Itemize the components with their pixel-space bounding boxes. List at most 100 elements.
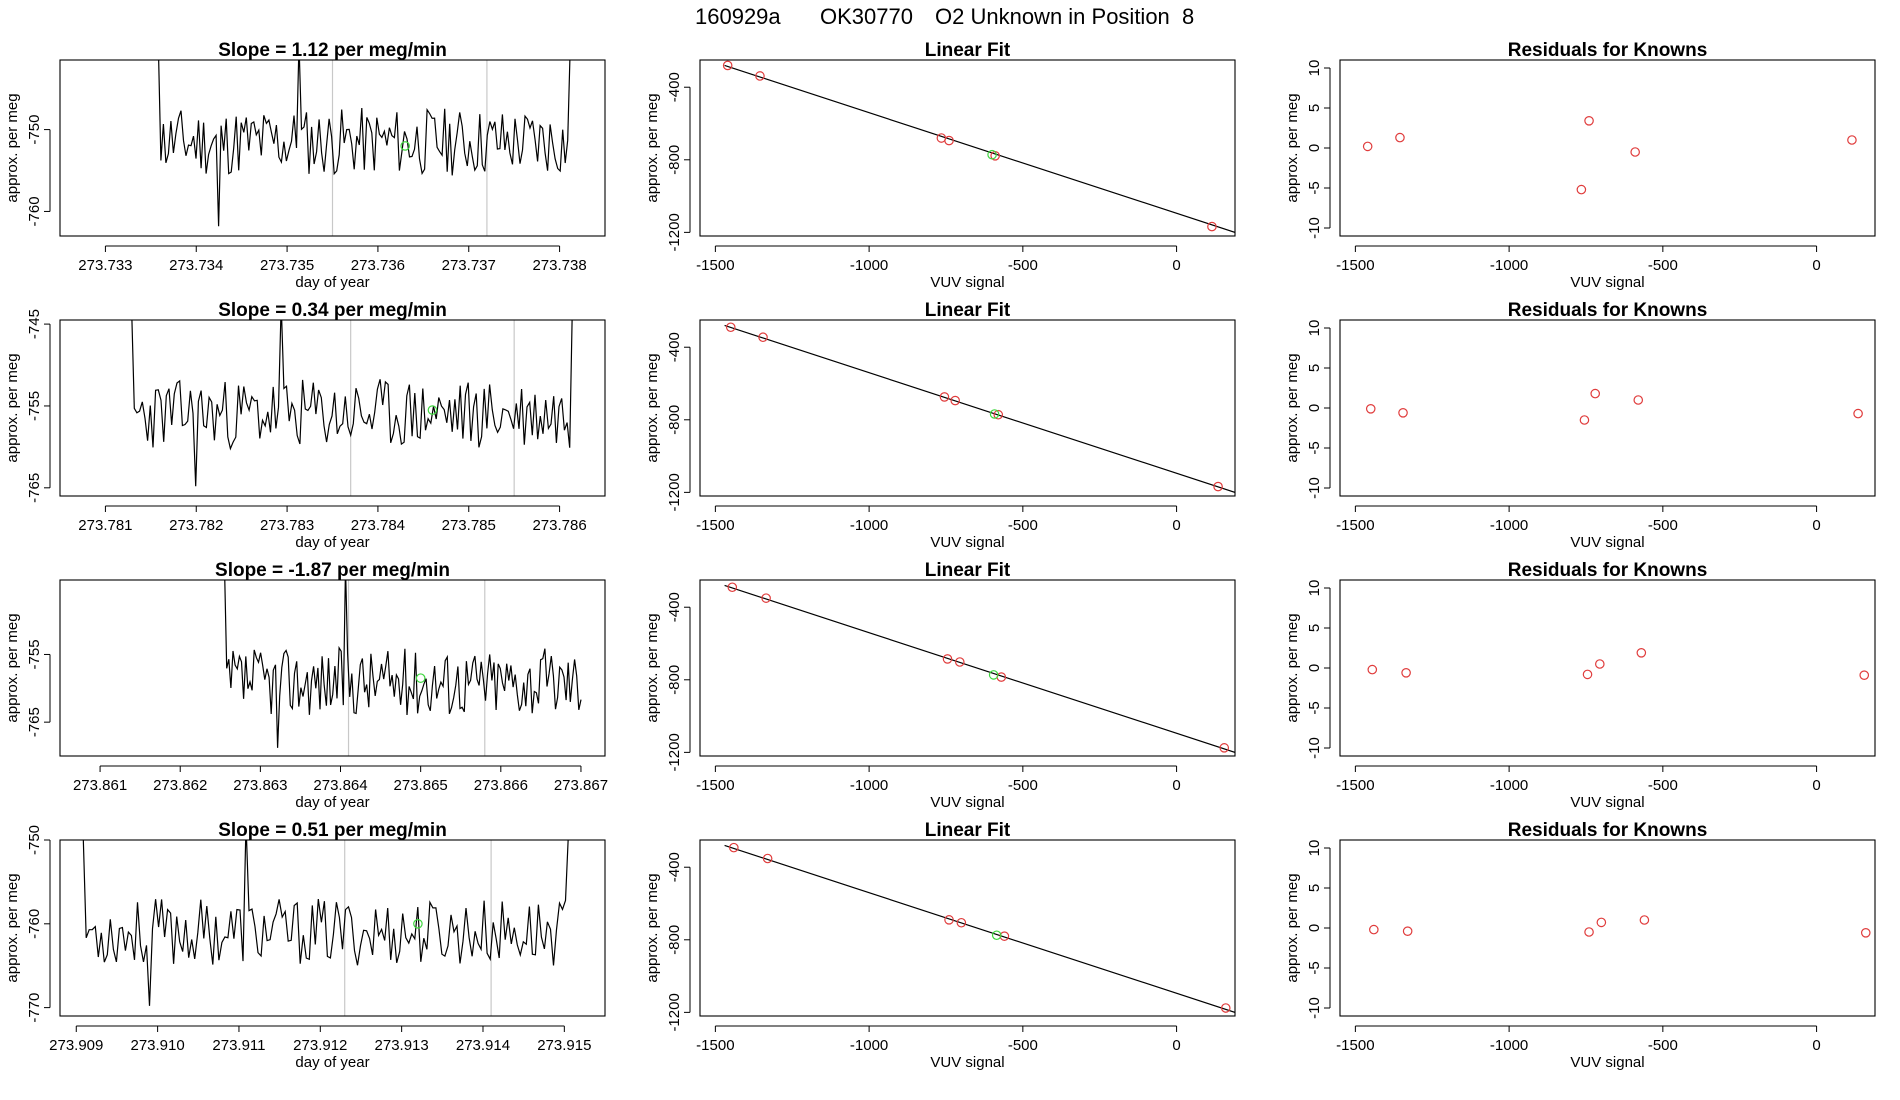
y-tick-label: -755: [26, 639, 43, 669]
known-point: [944, 135, 954, 146]
x-tick-label: -1500: [1336, 257, 1374, 274]
slope-value: 1.12: [292, 40, 329, 61]
unknown-point: [987, 149, 997, 160]
panel-r1-c1: Slope = 1.12 per meg/min 273.733 273.734 27…: [4, 40, 606, 291]
y-tick-label: 0: [1306, 144, 1323, 152]
panel-r1-c3: Residuals for Knowns -1500 -1000 -500 0 VUV s…: [1284, 40, 1876, 291]
panel-r2-c1: Slope = 0.34 per meg/min 273.781 273.782 27…: [4, 300, 606, 551]
x-tick-label: -1000: [1490, 1037, 1528, 1054]
plot-area: [82, 840, 569, 1016]
known-point: [1219, 743, 1230, 753]
plot-area: [224, 580, 582, 756]
unknown-point: [427, 405, 438, 415]
x-axis-label: day of year: [295, 534, 369, 551]
y-axis-label: approx. per meg: [1284, 93, 1301, 202]
known-point: [1633, 395, 1644, 405]
x-tick-label: 0: [1172, 1037, 1180, 1054]
plot-frame: [699, 579, 1236, 757]
x-tick-label: -1500: [1336, 777, 1374, 794]
panel-r3-c3: Residuals for Knowns -1500 -1000 -500 0 VUV s…: [1284, 560, 1876, 811]
plot-area: [1367, 647, 1870, 680]
y-tick-label: 10: [1306, 60, 1323, 77]
x-tick-label: -1500: [696, 257, 734, 274]
y-tick-label: 5: [1306, 884, 1323, 892]
x-tick-label: 273.785: [442, 517, 496, 534]
header-run-id: 160929a: [695, 4, 781, 29]
fit-line: [724, 584, 1235, 753]
known-point: [950, 395, 961, 406]
x-axis-label: VUV signal: [930, 274, 1004, 291]
y-tick-label: -400: [666, 72, 683, 102]
x-tick-label: 0: [1172, 777, 1180, 794]
y-tick-label: -800: [666, 925, 683, 955]
y-axis-label: approx. per meg: [1284, 353, 1301, 462]
x-tick-label: -1000: [850, 777, 888, 794]
x-tick-label: 273.734: [169, 257, 223, 274]
y-tick-label: 5: [1306, 104, 1323, 112]
y-tick-label: -760: [26, 196, 43, 226]
y-tick-label: 0: [1306, 924, 1323, 932]
x-tick-label: 273.736: [351, 257, 405, 274]
panel-r3-c2: Linear Fit -1500 -1000 -500 0 VUV signal -400 -…: [644, 560, 1236, 811]
unknown-point: [991, 930, 1002, 941]
x-tick-label: 273.786: [532, 517, 586, 534]
plot-frame: [699, 59, 1236, 237]
x-tick-label: -1000: [1490, 517, 1528, 534]
y-tick-label: -755: [26, 391, 43, 421]
slope-title-suffix: per meg/min: [332, 560, 450, 581]
known-point: [1630, 147, 1640, 157]
known-point: [1847, 135, 1857, 145]
signal-trace: [224, 580, 582, 748]
x-tick-label: 0: [1172, 517, 1180, 534]
x-tick-label: -1500: [696, 1037, 734, 1054]
y-axis-label: approx. per meg: [4, 873, 21, 982]
slope-title: Slope = 0.51 per meg/min: [218, 820, 447, 841]
panel-r4-c2: Linear Fit -1500 -1000 -500 0 VUV signal -400 -…: [644, 820, 1236, 1071]
x-axis-label: VUV signal: [1570, 534, 1644, 551]
y-tick-label: 5: [1306, 624, 1323, 632]
known-point: [1402, 926, 1413, 936]
slope-value: 0.34: [292, 300, 329, 321]
x-axis-label: day of year: [295, 1054, 369, 1071]
x-axis-label: day of year: [295, 274, 369, 291]
known-point: [1860, 927, 1871, 938]
x-tick-label: -1000: [850, 257, 888, 274]
plot-area: [724, 582, 1235, 753]
y-tick-label: -1200: [666, 473, 683, 511]
x-tick-label: -500: [1648, 257, 1678, 274]
known-point: [1636, 647, 1647, 658]
y-tick-label: -1200: [666, 733, 683, 771]
known-point: [993, 409, 1004, 420]
y-tick-label: -800: [666, 405, 683, 435]
y-tick-label: -765: [26, 707, 43, 737]
x-tick-label: 273.782: [169, 517, 223, 534]
plot-frame: [699, 839, 1236, 1017]
unknown-point: [413, 919, 423, 929]
known-point: [1398, 407, 1408, 418]
x-tick-label: 273.783: [260, 517, 314, 534]
x-tick-label: -1000: [850, 1037, 888, 1054]
unknown-point: [400, 141, 410, 151]
known-point: [1220, 1003, 1231, 1013]
known-point: [762, 853, 773, 864]
y-tick-label: -750: [26, 115, 43, 145]
x-tick-label: 273.735: [260, 257, 314, 274]
y-tick-label: -400: [666, 852, 683, 882]
x-tick-label: -500: [1648, 1037, 1678, 1054]
slope-title: Slope = 0.34 per meg/min: [218, 300, 447, 321]
slope-title-suffix: per meg/min: [329, 820, 447, 841]
slope-title-suffix: per meg/min: [329, 300, 447, 321]
plot-frame: [59, 319, 606, 497]
plot-area: [724, 322, 1235, 493]
x-tick-label: 273.862: [153, 777, 207, 794]
plot-frame: [59, 59, 606, 237]
y-tick-label: -400: [666, 592, 683, 622]
y-tick-label: -760: [26, 909, 43, 939]
y-axis-label: approx. per meg: [644, 93, 661, 202]
known-point: [1401, 667, 1411, 678]
y-tick-label: -10: [1306, 997, 1323, 1019]
linear-fit-title: Linear Fit: [925, 40, 1011, 61]
x-tick-label: -500: [1008, 1037, 1038, 1054]
y-tick-label: 10: [1306, 320, 1323, 337]
plot-frame: [1339, 579, 1876, 757]
